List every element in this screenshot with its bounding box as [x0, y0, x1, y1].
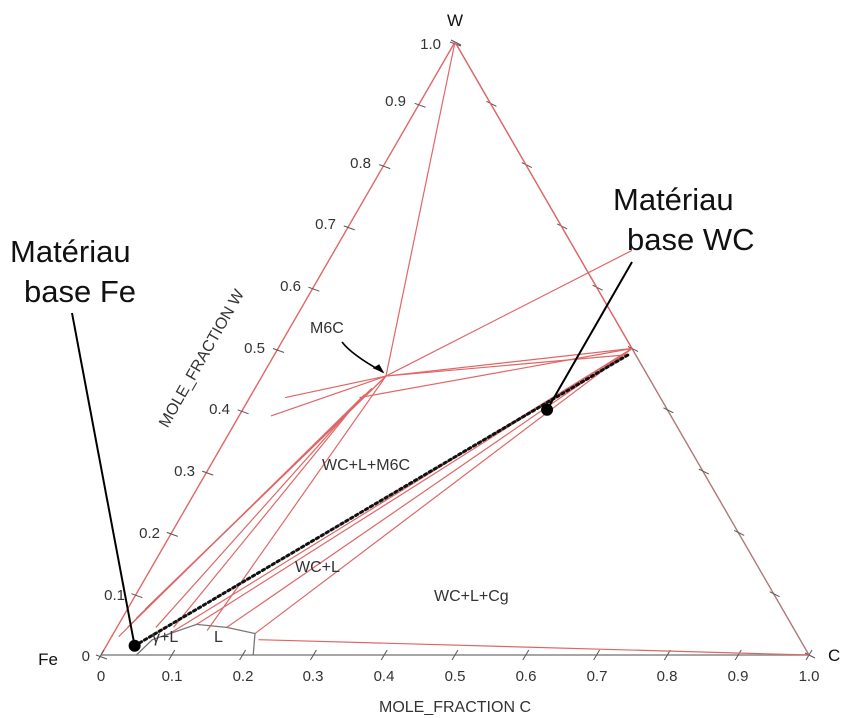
bottom-tick-label: 0.9 [728, 668, 749, 685]
bottom-tick-label: 0.6 [516, 668, 537, 685]
left-tick-label: 0.8 [350, 155, 371, 172]
phase-boundary-line [359, 347, 633, 399]
bottom-tick-label: 1.0 [799, 668, 820, 685]
phase-boundary-line [454, 41, 633, 349]
annotation-pointers [71, 261, 633, 646]
left-tick-mark [379, 164, 391, 170]
bottom-tick-mark [734, 649, 742, 661]
region-label-wc-l-m6c: WC+L+M6C [322, 457, 410, 474]
left-tick-labels: 0 0.1 0.2 0.3 0.4 0.5 0.6 0.7 0.8 0.9 1.… [82, 36, 441, 665]
bottom-tick-label: 0.4 [374, 668, 395, 685]
phase-boundary-line [258, 639, 810, 656]
phase-boundary-line [254, 348, 633, 635]
left-tick-label: 0.4 [209, 401, 230, 418]
tie-line [133, 353, 630, 648]
pointer-base-fe [71, 312, 136, 646]
bottom-tick-label: 0 [97, 668, 105, 685]
left-tick-mark [131, 593, 143, 599]
phase-boundary-line [206, 375, 387, 631]
region-labels: M6C WC+L+M6C WC+L WC+L+Cg γ+L L [152, 320, 509, 646]
corner-label-top: W [447, 11, 463, 30]
left-tick-mark [95, 654, 108, 660]
callout-fe-line-2: base Fe [24, 274, 136, 309]
phase-boundary-line [155, 403, 357, 628]
right-tick-mark [804, 652, 816, 659]
bottom-tick-mark [168, 649, 176, 661]
right-tick-mark [733, 529, 745, 536]
phase-boundary-line [270, 375, 387, 417]
liquid-boundary-curve [135, 623, 256, 656]
left-tick-label: 0.6 [280, 278, 301, 295]
corner-labels: W Fe C [38, 11, 840, 669]
left-tick-label: 0.5 [244, 340, 265, 357]
phase-boundary-line [385, 41, 456, 377]
pointer-m6c-arrowhead [372, 364, 385, 374]
right-tick-mark [627, 346, 639, 352]
bottom-tick-label: 0.3 [303, 668, 324, 685]
phase-boundary-line [385, 347, 633, 377]
left-tick-label: 0.1 [104, 587, 125, 604]
phase-boundary-line [284, 375, 387, 399]
phase-boundary-line [385, 249, 633, 377]
callouts: Matériau base Fe Matériau base WC [10, 182, 754, 309]
bottom-tick-labels: 0 0.1 0.2 0.3 0.4 0.5 0.6 0.7 0.8 0.9 1.… [97, 668, 820, 685]
left-tick-label: 0.3 [174, 463, 195, 480]
bottom-tick-label: 0.7 [587, 668, 608, 685]
bottom-tick-mark [380, 649, 388, 661]
right-tick-mark [698, 468, 710, 475]
pointer-base-wc [546, 261, 633, 411]
region-label-m6c: M6C [310, 320, 344, 337]
left-tick-label: 0.2 [139, 525, 160, 542]
left-tick-label: 0 [82, 648, 90, 665]
right-tick-mark [556, 223, 568, 230]
right-tick-mark [769, 591, 780, 598]
bottom-tick-mark [522, 649, 530, 661]
region-label-wc-l: WC+L [295, 559, 340, 576]
phase-boundary-line [226, 348, 633, 628]
left-tick-mark [202, 470, 214, 476]
axis-ticks [95, 39, 816, 661]
bottom-tick-label: 0.5 [445, 668, 466, 685]
bottom-axis-title: MOLE_FRACTION C [379, 699, 531, 716]
bottom-tick-mark [239, 649, 247, 661]
liquid-region-boundary [135, 623, 256, 656]
right-tick-mark [663, 407, 674, 414]
left-tick-label: 1.0 [420, 36, 441, 53]
right-tick-mark [450, 39, 462, 46]
right-tick-mark [521, 162, 533, 169]
bottom-tick-mark [309, 649, 317, 661]
left-tick-mark [414, 102, 426, 108]
bottom-tick-label: 0.1 [162, 668, 183, 685]
left-tick-label: 0.7 [315, 216, 336, 233]
right-tick-mark [486, 100, 497, 107]
bottom-tick-mark [451, 649, 459, 661]
region-label-l: L [214, 629, 223, 646]
callout-fe-line-1: Matériau [10, 234, 131, 269]
region-label-wc-l-cg: WC+L+Cg [434, 588, 509, 605]
corner-label-right: C [828, 646, 840, 665]
dotted-tie-line [133, 353, 630, 648]
bottom-tick-mark [97, 649, 105, 661]
left-tick-mark [343, 225, 355, 231]
left-tick-mark [237, 409, 249, 415]
bottom-tick-label: 0.2 [233, 668, 254, 685]
callout-wc-line-1: Matériau [613, 182, 734, 217]
phase-boundary-line [118, 394, 366, 638]
bottom-tick-label: 0.8 [657, 668, 678, 685]
bottom-tick-mark [593, 649, 601, 661]
phase-boundary-line [385, 354, 629, 377]
left-tick-label: 0.9 [385, 93, 406, 110]
left-tick-mark [272, 348, 285, 353]
left-tick-mark [166, 531, 178, 537]
frame-edge-left [100, 41, 456, 656]
callout-wc-line-2: base WC [627, 222, 754, 257]
corner-label-left: Fe [38, 650, 58, 669]
phase-boundary-line [173, 403, 357, 628]
region-label-gamma-l: γ+L [152, 629, 178, 646]
right-tick-mark [592, 284, 603, 291]
left-tick-mark [308, 286, 320, 292]
